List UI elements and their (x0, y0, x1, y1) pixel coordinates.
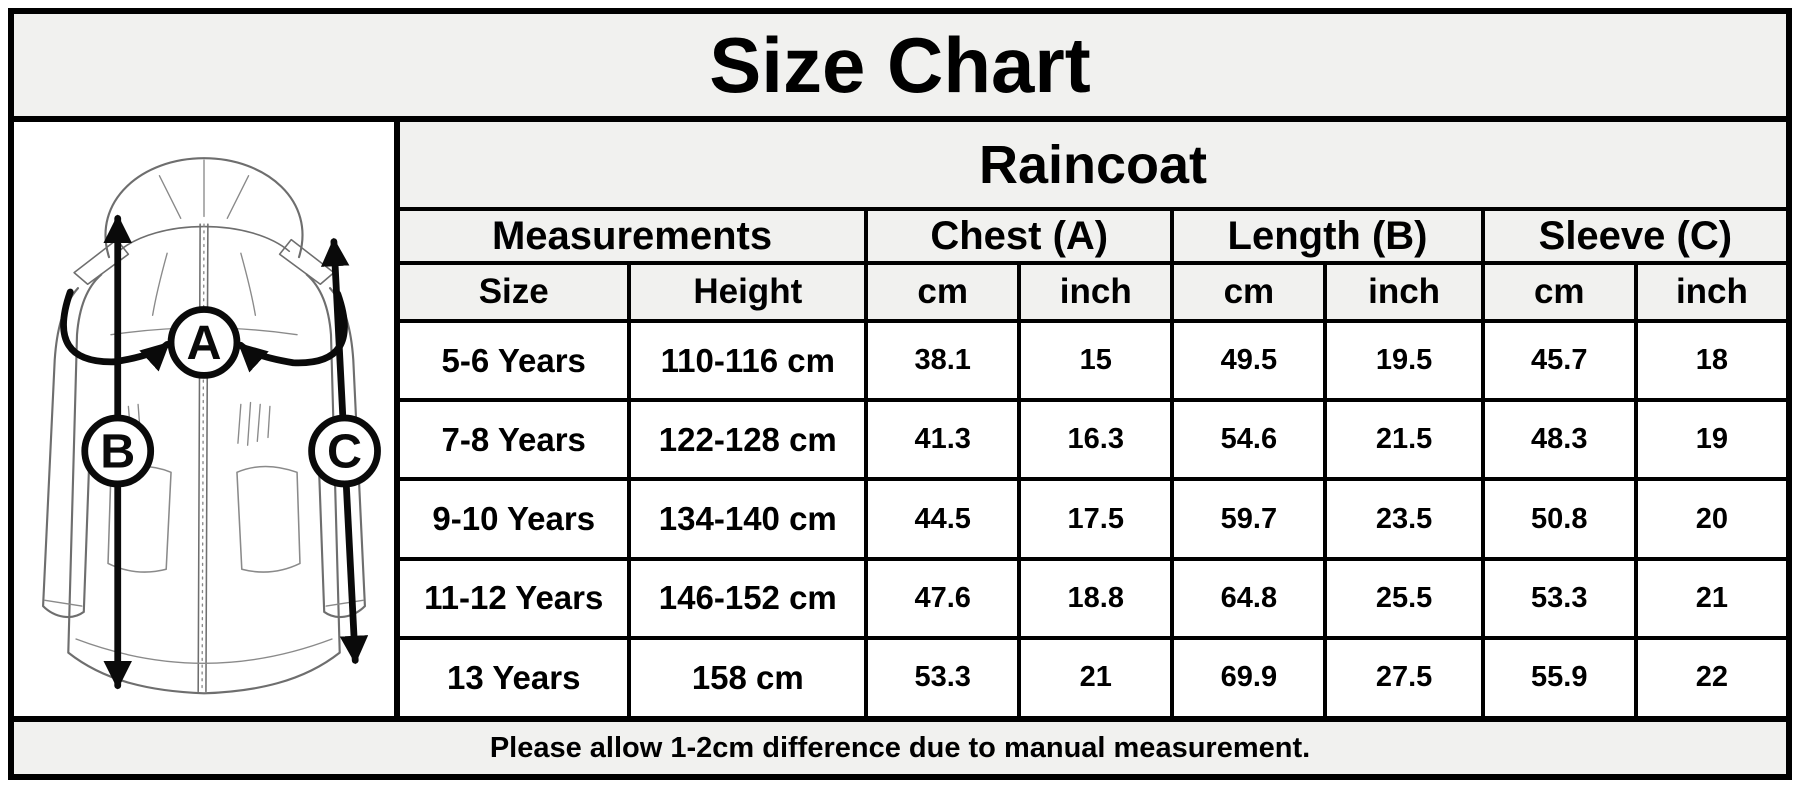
column-header-length-cm: cm (1170, 261, 1328, 323)
cell-sleeve-inch: 18 (1633, 318, 1792, 403)
marker-letter-a: A (186, 316, 221, 370)
cell-height: 110-116 cm (627, 318, 869, 403)
table-row: 5-6 Years 110-116 cm 38.1 15 49.5 19.5 4… (394, 318, 1792, 403)
cell-chest-cm: 53.3 (864, 635, 1022, 722)
cell-height: 146-152 cm (627, 556, 869, 640)
group-header-sleeve: Sleeve (C) (1480, 207, 1792, 265)
cell-chest-inch: 16.3 (1017, 398, 1175, 482)
measurement-annotations (60, 214, 381, 690)
cell-size: 9-10 Years (394, 477, 632, 561)
cell-sleeve-inch: 20 (1633, 477, 1792, 561)
cell-height: 158 cm (627, 635, 869, 722)
marker-circle-a (167, 306, 241, 379)
cell-length-cm: 69.9 (1170, 635, 1328, 722)
marker-letter-b: B (100, 424, 135, 478)
cell-chest-cm: 41.3 (864, 398, 1022, 482)
cell-height: 122-128 cm (627, 398, 869, 482)
measurement-diagram-panel: A B C (8, 116, 400, 722)
group-header-chest: Chest (A) (864, 207, 1175, 265)
cell-chest-cm: 47.6 (864, 556, 1022, 640)
size-table: Raincoat Measurements Chest (A) Length (… (394, 116, 1792, 722)
cell-size: 5-6 Years (394, 318, 632, 403)
measurement-letters: A B C (100, 316, 362, 479)
marker-circle-c (308, 414, 381, 488)
column-header-size: Size (394, 261, 632, 323)
measurement-note: Please allow 1-2cm difference due to man… (489, 731, 1311, 764)
group-header-measurements: Measurements (394, 207, 869, 265)
table-row: 13 Years 158 cm 53.3 21 69.9 27.5 55.9 2… (394, 635, 1792, 722)
size-table-panel: Raincoat Measurements Chest (A) Length (… (394, 116, 1792, 722)
cell-length-inch: 21.5 (1323, 398, 1485, 482)
table-row: 7-8 Years 122-128 cm 41.3 16.3 54.6 21.5… (394, 398, 1792, 482)
cell-length-inch: 25.5 (1323, 556, 1485, 640)
cell-length-inch: 19.5 (1323, 318, 1485, 403)
cell-chest-cm: 38.1 (864, 318, 1022, 403)
content-area: A B C Raincoat Mea (8, 116, 1792, 722)
cell-sleeve-cm: 53.3 (1480, 556, 1638, 640)
cell-height: 134-140 cm (627, 477, 869, 561)
cell-length-cm: 49.5 (1170, 318, 1328, 403)
product-header-row: Raincoat (395, 117, 1791, 211)
cell-chest-inch: 15 (1017, 318, 1175, 403)
column-header-height: Height (627, 261, 869, 323)
cell-sleeve-cm: 55.9 (1480, 635, 1638, 722)
footer-band: Please allow 1-2cm difference due to man… (8, 716, 1792, 780)
product-name: Raincoat (395, 117, 1791, 211)
raincoat-illustration: A B C (42, 157, 381, 695)
cell-sleeve-cm: 50.8 (1480, 477, 1638, 561)
cell-chest-cm: 44.5 (864, 477, 1022, 561)
cell-length-inch: 23.5 (1323, 477, 1485, 561)
cell-length-cm: 59.7 (1170, 477, 1328, 561)
table-row: 9-10 Years 134-140 cm 44.5 17.5 59.7 23.… (394, 477, 1792, 561)
cell-size: 7-8 Years (394, 398, 632, 482)
raincoat-sketch (42, 157, 366, 695)
cell-length-inch: 27.5 (1323, 635, 1485, 722)
title-band: Size Chart (8, 8, 1792, 122)
cell-length-cm: 64.8 (1170, 556, 1328, 640)
chest-arrow-a-right (237, 290, 348, 373)
cell-chest-inch: 21 (1017, 635, 1175, 722)
chest-arrow-a-left (60, 288, 171, 372)
cell-sleeve-inch: 21 (1633, 556, 1792, 640)
cell-sleeve-cm: 48.3 (1480, 398, 1638, 482)
cell-chest-inch: 17.5 (1017, 477, 1175, 561)
cell-sleeve-inch: 22 (1633, 635, 1792, 722)
group-header-row: Measurements Chest (A) Length (B) Sleeve… (394, 207, 1792, 265)
cell-sleeve-inch: 19 (1633, 398, 1792, 482)
marker-circle-b (81, 414, 155, 488)
marker-letter-c: C (327, 424, 362, 478)
sub-header-row: Size Height cm inch cm inch cm inch (394, 261, 1792, 323)
cell-length-cm: 54.6 (1170, 398, 1328, 482)
column-header-chest-inch: inch (1017, 261, 1175, 323)
column-header-chest-cm: cm (864, 261, 1022, 323)
column-header-sleeve-cm: cm (1480, 261, 1638, 323)
group-header-length: Length (B) (1170, 207, 1485, 265)
cell-size: 13 Years (394, 635, 632, 722)
cell-size: 11-12 Years (394, 556, 632, 640)
column-header-length-inch: inch (1323, 261, 1485, 323)
column-header-sleeve-inch: inch (1633, 261, 1792, 323)
page-title: Size Chart (709, 21, 1091, 109)
cell-sleeve-cm: 45.7 (1480, 318, 1638, 403)
table-row: 11-12 Years 146-152 cm 47.6 18.8 64.8 25… (394, 556, 1792, 640)
cell-chest-inch: 18.8 (1017, 556, 1175, 640)
